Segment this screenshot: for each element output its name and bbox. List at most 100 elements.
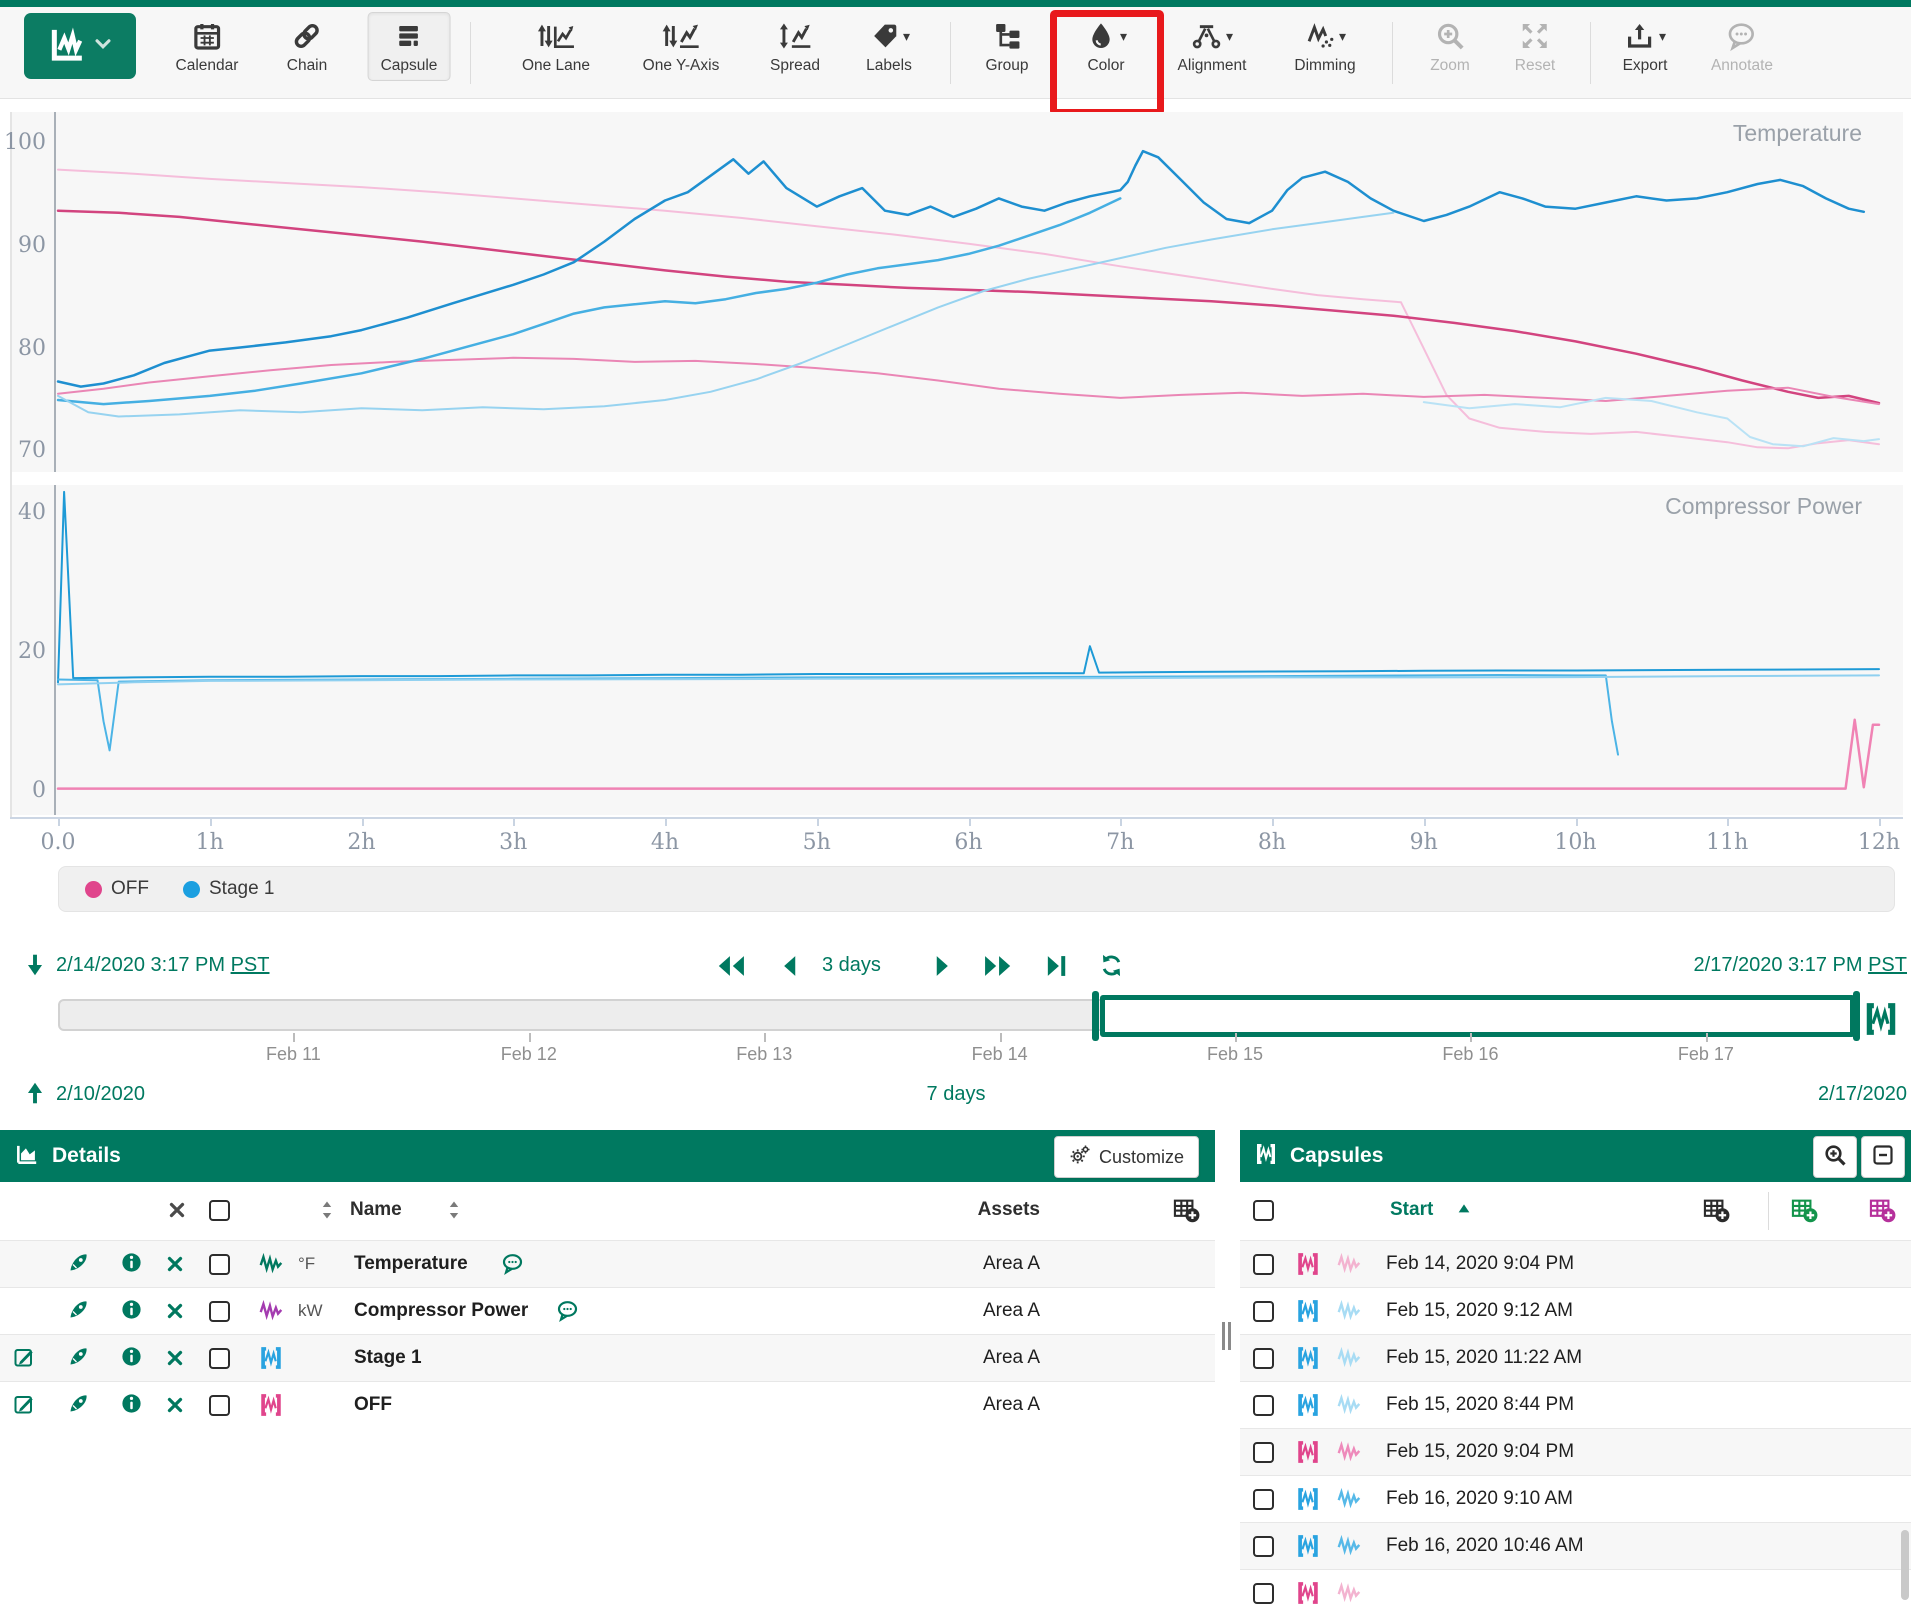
view-selector-button[interactable]	[24, 13, 136, 79]
lane-gutter[interactable]	[10, 112, 12, 817]
customize-button[interactable]: Customize	[1053, 1136, 1199, 1178]
select-all-checkbox[interactable]	[209, 1200, 230, 1221]
add-signal-stats-button[interactable]	[1790, 1196, 1818, 1223]
remove-button[interactable]	[164, 1347, 186, 1373]
x-tick-label: 6h	[954, 830, 983, 855]
step-forward-button[interactable]	[928, 952, 956, 986]
toolbar-button-calendar[interactable]: Calendar	[176, 16, 238, 75]
row-checkbox[interactable]	[1253, 1583, 1274, 1604]
edit-button[interactable]	[12, 1345, 36, 1371]
remove-button[interactable]	[164, 1300, 186, 1326]
investigate-range-end[interactable]: 2/17/2020	[1818, 1083, 1907, 1105]
toolbar-button-one-y-axis[interactable]: One Y-Axis	[643, 16, 719, 75]
row-checkbox[interactable]	[209, 1348, 230, 1369]
details-row-temperature[interactable]: °F Temperature Area A	[0, 1240, 1215, 1288]
select-all-capsules-checkbox[interactable]	[1253, 1200, 1274, 1221]
capsule-row[interactable]: Feb 15, 2020 11:22 AM	[1240, 1334, 1911, 1382]
info-button[interactable]	[120, 1392, 143, 1418]
edit-button[interactable]	[12, 1392, 36, 1418]
capsule-row[interactable]: Feb 16, 2020 9:10 AM	[1240, 1475, 1911, 1523]
remove-all-button[interactable]	[166, 1199, 188, 1225]
info-button[interactable]	[120, 1251, 143, 1277]
details-row-compressor-power[interactable]: kW Compressor Power Area A	[0, 1287, 1215, 1335]
toolbar-button-capsule[interactable]: Capsule	[367, 12, 451, 81]
sort-icon[interactable]	[442, 1198, 466, 1224]
row-checkbox[interactable]	[1253, 1536, 1274, 1557]
refresh-button[interactable]	[1098, 952, 1125, 985]
timezone-link[interactable]: PST	[230, 954, 270, 976]
toolbar-button-export[interactable]: ▾ Export	[1623, 16, 1667, 75]
timezone-link[interactable]: PST	[1868, 954, 1907, 976]
timeline-selection[interactable]	[1100, 995, 1855, 1037]
display-range-end[interactable]: 2/17/2020 3:17 PM PST	[1693, 954, 1907, 976]
scrollbar-thumb[interactable]	[1901, 1530, 1909, 1600]
row-checkbox[interactable]	[209, 1301, 230, 1322]
info-button[interactable]	[120, 1298, 143, 1324]
row-checkbox[interactable]	[209, 1395, 230, 1416]
rocket-button[interactable]	[66, 1298, 90, 1324]
remove-button[interactable]	[164, 1253, 186, 1279]
toolbar-button-labels[interactable]: ▾ Labels	[866, 16, 912, 75]
add-condition-stats-button[interactable]	[1868, 1196, 1896, 1223]
row-checkbox[interactable]	[1253, 1301, 1274, 1322]
item-name[interactable]: Stage 1	[354, 1347, 422, 1368]
toolbar-button-dimming[interactable]: ▾ Dimming	[1294, 16, 1356, 75]
row-checkbox[interactable]	[1253, 1489, 1274, 1510]
investigate-range-duration[interactable]: 7 days	[926, 1083, 986, 1105]
capsule-row[interactable]: Feb 15, 2020 9:04 PM	[1240, 1428, 1911, 1476]
toolbar-button-spread[interactable]: Spread	[770, 16, 820, 75]
toolbar-button-group[interactable]: Group	[985, 16, 1029, 75]
panel-resize-handle[interactable]	[1219, 1322, 1233, 1350]
column-header-assets[interactable]: Assets	[977, 1199, 1040, 1220]
item-name[interactable]: Temperature	[354, 1253, 468, 1274]
rocket-button[interactable]	[66, 1345, 90, 1371]
row-checkbox[interactable]	[1253, 1348, 1274, 1369]
toolbar-button-one-lane[interactable]: One Lane	[522, 16, 590, 75]
comment-icon[interactable]	[501, 1252, 525, 1278]
details-row-off[interactable]: OFF Area A	[0, 1381, 1215, 1429]
row-checkbox[interactable]	[1253, 1442, 1274, 1463]
capsule-row[interactable]: Feb 15, 2020 8:44 PM	[1240, 1381, 1911, 1429]
capsules-collapse-button[interactable]	[1861, 1136, 1905, 1178]
column-header-name[interactable]: Name	[350, 1199, 402, 1220]
details-title: Details	[52, 1144, 121, 1167]
fast-backward-button[interactable]	[714, 952, 747, 986]
comment-icon[interactable]	[556, 1299, 580, 1325]
chart-lane-compressor-power[interactable]: 40 20 0 Compressor Power	[0, 485, 1911, 815]
capsule-row[interactable]: Feb 14, 2020 9:04 PM	[1240, 1240, 1911, 1288]
chart-lane-temperature[interactable]: 100 90 80 70 Temperature	[0, 112, 1911, 472]
toolbar-button-alignment[interactable]: ▾ Alignment	[1178, 16, 1246, 75]
timeline-selection-right-handle[interactable]	[1853, 991, 1860, 1041]
add-column-button[interactable]	[1702, 1196, 1730, 1223]
step-to-end-button[interactable]	[1042, 952, 1070, 986]
step-backward-button[interactable]	[776, 952, 804, 986]
capsule-timeline-icon[interactable]	[1862, 1000, 1900, 1043]
top-accent-strip	[0, 0, 1911, 7]
capsule-row[interactable]: Feb 16, 2020 10:46 AM	[1240, 1522, 1911, 1570]
toolbar-button-chain[interactable]: Chain	[287, 16, 327, 75]
column-header-start[interactable]: Start	[1390, 1199, 1434, 1220]
row-checkbox[interactable]	[1253, 1254, 1274, 1275]
fast-forward-button[interactable]	[982, 952, 1015, 986]
capsule-row[interactable]: Feb 15, 2020 9:12 AM	[1240, 1287, 1911, 1335]
details-row-stage-1[interactable]: Stage 1 Area A	[0, 1334, 1215, 1382]
capsules-zoom-button[interactable]	[1813, 1136, 1857, 1178]
item-name[interactable]: OFF	[354, 1394, 392, 1415]
rocket-button[interactable]	[66, 1251, 90, 1277]
item-name[interactable]: Compressor Power	[354, 1300, 529, 1321]
display-range-start[interactable]: 2/14/2020 3:17 PM PST	[56, 954, 270, 976]
row-checkbox[interactable]	[1253, 1395, 1274, 1416]
add-column-button[interactable]	[1172, 1196, 1200, 1223]
display-range-duration[interactable]: 3 days	[822, 954, 881, 976]
series-Stage-1-capsule-C	[57, 211, 1395, 418]
timeline-selection-left-handle[interactable]	[1092, 991, 1100, 1041]
info-button[interactable]	[120, 1345, 143, 1371]
toolbar-button-color[interactable]: ▾ Color	[1085, 16, 1127, 75]
remove-button[interactable]	[164, 1394, 186, 1420]
x-tick-label: 5h	[802, 830, 831, 855]
capsule-row[interactable]	[1240, 1569, 1911, 1609]
investigate-range-start[interactable]: 2/10/2020	[56, 1083, 145, 1105]
sort-icon[interactable]	[315, 1198, 339, 1224]
rocket-button[interactable]	[66, 1392, 90, 1418]
row-checkbox[interactable]	[209, 1254, 230, 1275]
